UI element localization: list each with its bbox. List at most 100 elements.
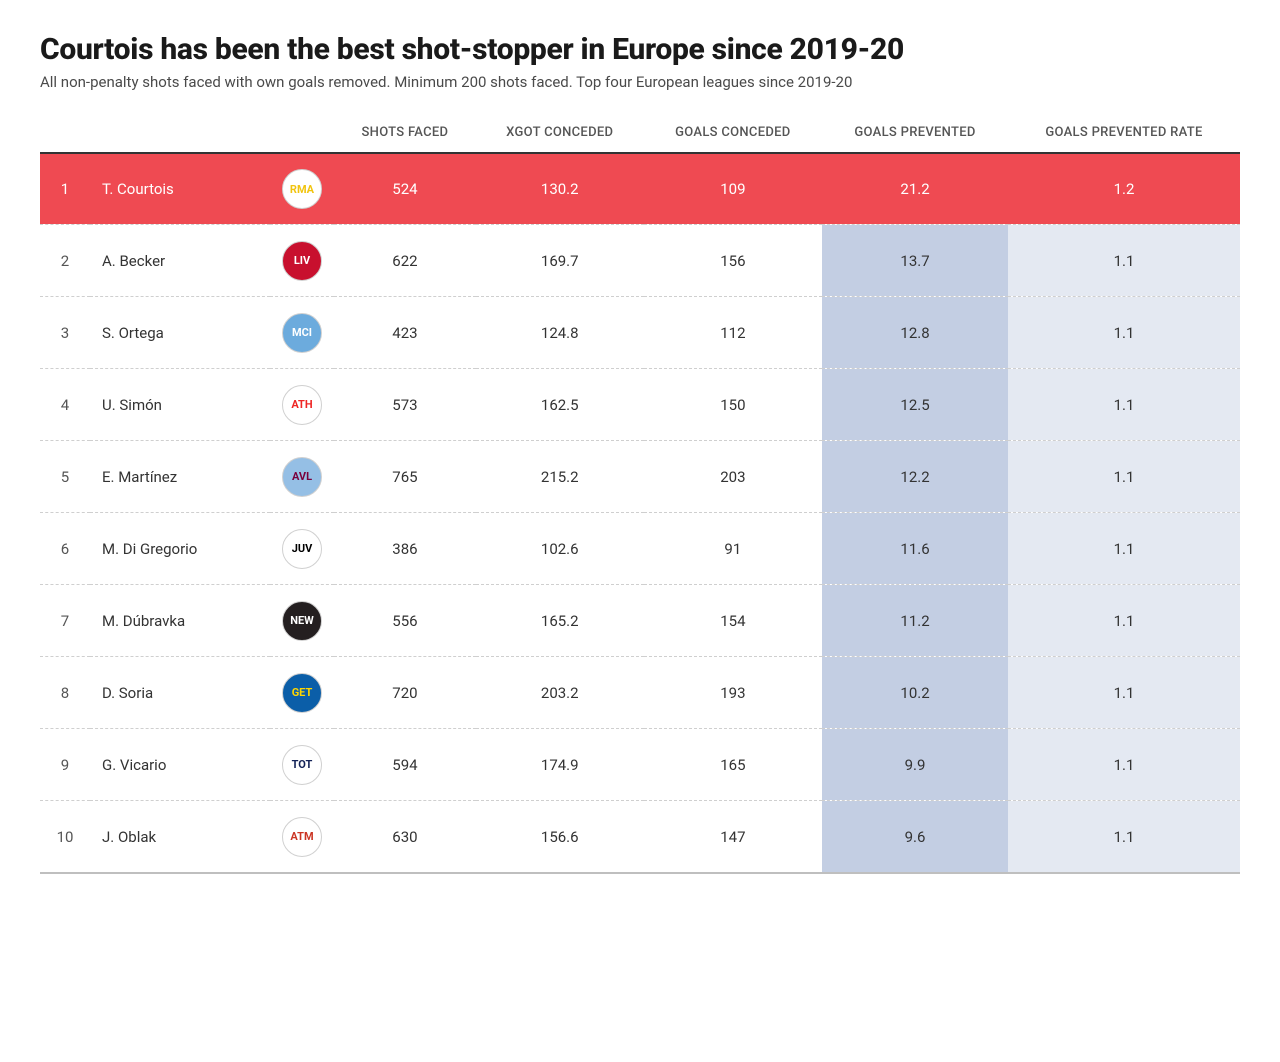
chart-subtitle: All non-penalty shots faced with own goa… bbox=[40, 73, 1240, 91]
cell-goals-prevented-rate: 1.1 bbox=[1008, 585, 1240, 657]
cell-rank: 2 bbox=[40, 225, 90, 297]
cell-xgot-conceded: 174.9 bbox=[476, 729, 644, 801]
cell-goals-prevented: 21.2 bbox=[822, 153, 1008, 225]
col-crest bbox=[270, 115, 334, 153]
cell-goals-prevented: 9.9 bbox=[822, 729, 1008, 801]
cell-xgot-conceded: 102.6 bbox=[476, 513, 644, 585]
club-crest-icon: ATM bbox=[282, 817, 322, 857]
cell-crest: GET bbox=[270, 657, 334, 729]
cell-goals-prevented-rate: 1.1 bbox=[1008, 801, 1240, 873]
cell-goals-conceded: 203 bbox=[644, 441, 822, 513]
cell-player: M. Dúbravka bbox=[90, 585, 270, 657]
cell-xgot-conceded: 130.2 bbox=[476, 153, 644, 225]
club-crest-icon: ATH bbox=[282, 385, 322, 425]
cell-shots-faced: 556 bbox=[334, 585, 476, 657]
cell-crest: MCI bbox=[270, 297, 334, 369]
stats-table: SHOTS FACED XGOT CONCEDED GOALS CONCEDED… bbox=[40, 115, 1240, 874]
col-shots-faced: SHOTS FACED bbox=[334, 115, 476, 153]
cell-goals-prevented-rate: 1.1 bbox=[1008, 441, 1240, 513]
cell-rank: 4 bbox=[40, 369, 90, 441]
cell-goals-conceded: 165 bbox=[644, 729, 822, 801]
cell-player: D. Soria bbox=[90, 657, 270, 729]
cell-crest: ATH bbox=[270, 369, 334, 441]
club-crest-icon: JUV bbox=[282, 529, 322, 569]
cell-xgot-conceded: 162.5 bbox=[476, 369, 644, 441]
cell-goals-prevented: 11.6 bbox=[822, 513, 1008, 585]
table-row: 3S. OrtegaMCI423124.811212.81.1 bbox=[40, 297, 1240, 369]
cell-player: T. Courtois bbox=[90, 153, 270, 225]
table-row: 2A. Becker LIV 622169.715613.71.1 bbox=[40, 225, 1240, 297]
cell-rank: 6 bbox=[40, 513, 90, 585]
cell-goals-prevented-rate: 1.1 bbox=[1008, 729, 1240, 801]
cell-goals-prevented: 12.2 bbox=[822, 441, 1008, 513]
cell-goals-prevented: 13.7 bbox=[822, 225, 1008, 297]
table-row: 8D. SoriaGET720203.219310.21.1 bbox=[40, 657, 1240, 729]
cell-goals-conceded: 91 bbox=[644, 513, 822, 585]
cell-goals-conceded: 109 bbox=[644, 153, 822, 225]
cell-goals-prevented-rate: 1.1 bbox=[1008, 225, 1240, 297]
cell-shots-faced: 386 bbox=[334, 513, 476, 585]
cell-xgot-conceded: 169.7 bbox=[476, 225, 644, 297]
cell-xgot-conceded: 156.6 bbox=[476, 801, 644, 873]
club-crest-icon: AVL bbox=[282, 457, 322, 497]
cell-crest: RMA bbox=[270, 153, 334, 225]
cell-goals-prevented: 12.5 bbox=[822, 369, 1008, 441]
cell-rank: 8 bbox=[40, 657, 90, 729]
cell-rank: 1 bbox=[40, 153, 90, 225]
table-row: 7M. Dúbravka NEW 556165.215411.21.1 bbox=[40, 585, 1240, 657]
cell-rank: 10 bbox=[40, 801, 90, 873]
cell-goals-conceded: 156 bbox=[644, 225, 822, 297]
club-crest-icon: LIV bbox=[282, 241, 322, 281]
cell-rank: 5 bbox=[40, 441, 90, 513]
cell-shots-faced: 765 bbox=[334, 441, 476, 513]
cell-shots-faced: 720 bbox=[334, 657, 476, 729]
cell-goals-prevented-rate: 1.2 bbox=[1008, 153, 1240, 225]
table-row: 4U. Simón ATH 573162.515012.51.1 bbox=[40, 369, 1240, 441]
cell-shots-faced: 423 bbox=[334, 297, 476, 369]
club-crest-icon: TOT bbox=[282, 745, 322, 785]
table-row: 6M. Di GregorioJUV386102.69111.61.1 bbox=[40, 513, 1240, 585]
table-row: 1T. Courtois RMA 524130.210921.21.2 bbox=[40, 153, 1240, 225]
cell-goals-prevented-rate: 1.1 bbox=[1008, 657, 1240, 729]
table-row: 10J. OblakATM630156.61479.61.1 bbox=[40, 801, 1240, 873]
col-xgot-conceded: XGOT CONCEDED bbox=[476, 115, 644, 153]
cell-player: U. Simón bbox=[90, 369, 270, 441]
table-header-row: SHOTS FACED XGOT CONCEDED GOALS CONCEDED… bbox=[40, 115, 1240, 153]
col-goals-prevented-rate: GOALS PREVENTED RATE bbox=[1008, 115, 1240, 153]
cell-rank: 7 bbox=[40, 585, 90, 657]
cell-player: A. Becker bbox=[90, 225, 270, 297]
cell-goals-prevented: 11.2 bbox=[822, 585, 1008, 657]
cell-shots-faced: 573 bbox=[334, 369, 476, 441]
cell-xgot-conceded: 165.2 bbox=[476, 585, 644, 657]
col-goals-prevented: GOALS PREVENTED bbox=[822, 115, 1008, 153]
club-crest-icon: MCI bbox=[282, 313, 322, 353]
cell-goals-prevented-rate: 1.1 bbox=[1008, 297, 1240, 369]
cell-shots-faced: 622 bbox=[334, 225, 476, 297]
cell-shots-faced: 524 bbox=[334, 153, 476, 225]
cell-goals-conceded: 193 bbox=[644, 657, 822, 729]
cell-goals-conceded: 150 bbox=[644, 369, 822, 441]
cell-crest: ATM bbox=[270, 801, 334, 873]
cell-goals-prevented: 9.6 bbox=[822, 801, 1008, 873]
club-crest-icon: NEW bbox=[282, 601, 322, 641]
cell-xgot-conceded: 215.2 bbox=[476, 441, 644, 513]
cell-shots-faced: 594 bbox=[334, 729, 476, 801]
col-goals-conceded: GOALS CONCEDED bbox=[644, 115, 822, 153]
club-crest-icon: RMA bbox=[282, 169, 322, 209]
cell-player: J. Oblak bbox=[90, 801, 270, 873]
cell-xgot-conceded: 203.2 bbox=[476, 657, 644, 729]
cell-goals-prevented-rate: 1.1 bbox=[1008, 513, 1240, 585]
cell-goals-prevented-rate: 1.1 bbox=[1008, 369, 1240, 441]
cell-player: G. Vicario bbox=[90, 729, 270, 801]
cell-crest: LIV bbox=[270, 225, 334, 297]
cell-goals-conceded: 154 bbox=[644, 585, 822, 657]
chart-title: Courtois has been the best shot-stopper … bbox=[40, 32, 1240, 67]
club-crest-icon: GET bbox=[282, 673, 322, 713]
cell-crest: JUV bbox=[270, 513, 334, 585]
cell-crest: TOT bbox=[270, 729, 334, 801]
col-player bbox=[90, 115, 270, 153]
cell-player: E. Martínez bbox=[90, 441, 270, 513]
cell-goals-prevented: 12.8 bbox=[822, 297, 1008, 369]
cell-xgot-conceded: 124.8 bbox=[476, 297, 644, 369]
cell-goals-conceded: 147 bbox=[644, 801, 822, 873]
